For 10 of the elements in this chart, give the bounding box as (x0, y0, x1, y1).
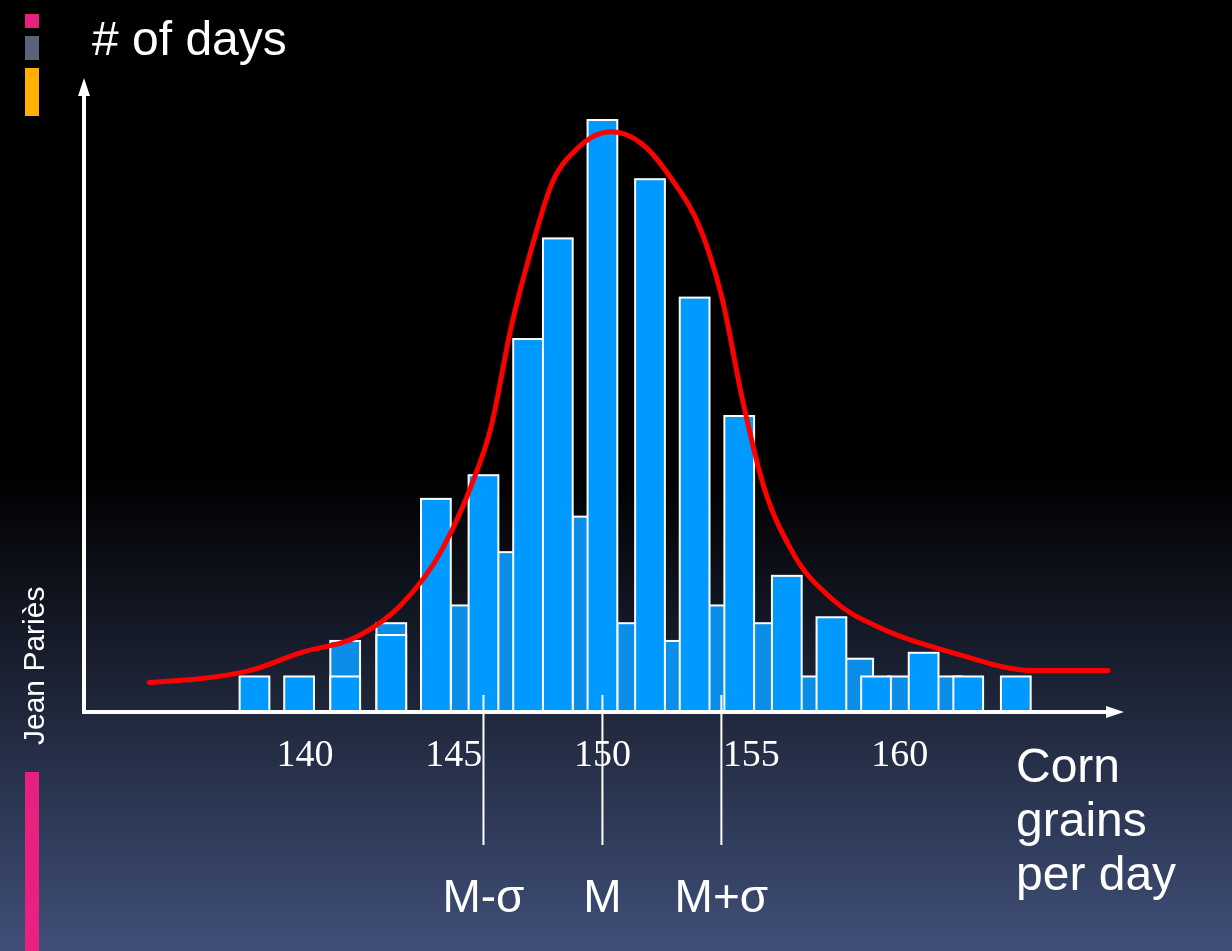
x-axis-title: Corn grains per day (1016, 739, 1177, 900)
x-tick-label: 155 (722, 732, 780, 774)
x-tick-label: 160 (871, 732, 929, 774)
text: Jean Pariès (17, 586, 50, 745)
x-tick-label: 145 (425, 732, 483, 774)
x-tick-label: 140 (276, 732, 334, 774)
y-axis-title: # of days (92, 12, 287, 65)
ref-line-label: M-σ (442, 870, 525, 922)
ref-line-label: M+σ (674, 870, 769, 922)
ref-line-label: M (583, 870, 622, 922)
